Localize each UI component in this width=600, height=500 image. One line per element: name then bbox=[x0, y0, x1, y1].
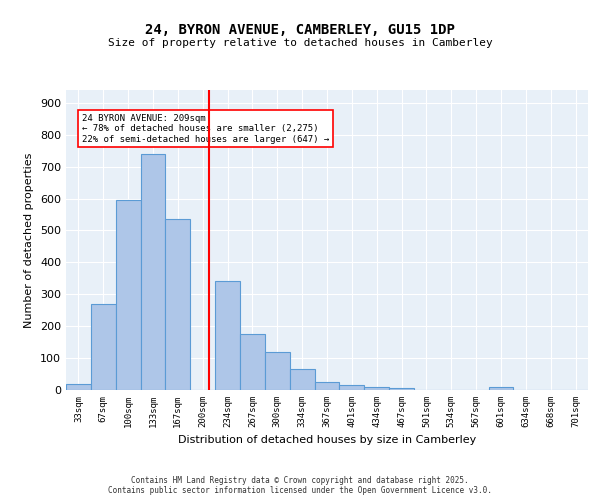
Text: 24 BYRON AVENUE: 209sqm
← 78% of detached houses are smaller (2,275)
22% of semi: 24 BYRON AVENUE: 209sqm ← 78% of detache… bbox=[82, 114, 329, 144]
Bar bbox=[488, 387, 514, 390]
Y-axis label: Number of detached properties: Number of detached properties bbox=[25, 152, 34, 328]
Bar bbox=[166, 220, 190, 390]
Bar bbox=[66, 384, 91, 390]
Bar bbox=[140, 154, 166, 390]
Text: 24, BYRON AVENUE, CAMBERLEY, GU15 1DP: 24, BYRON AVENUE, CAMBERLEY, GU15 1DP bbox=[145, 22, 455, 36]
Bar bbox=[240, 334, 265, 390]
Text: Size of property relative to detached houses in Camberley: Size of property relative to detached ho… bbox=[107, 38, 493, 48]
Bar bbox=[340, 385, 364, 390]
X-axis label: Distribution of detached houses by size in Camberley: Distribution of detached houses by size … bbox=[178, 436, 476, 446]
Bar bbox=[215, 282, 240, 390]
Bar bbox=[314, 382, 340, 390]
Bar bbox=[389, 388, 414, 390]
Text: Contains HM Land Registry data © Crown copyright and database right 2025.
Contai: Contains HM Land Registry data © Crown c… bbox=[108, 476, 492, 495]
Bar bbox=[290, 370, 314, 390]
Bar bbox=[91, 304, 116, 390]
Bar bbox=[265, 352, 290, 390]
Bar bbox=[364, 387, 389, 390]
Bar bbox=[116, 200, 140, 390]
